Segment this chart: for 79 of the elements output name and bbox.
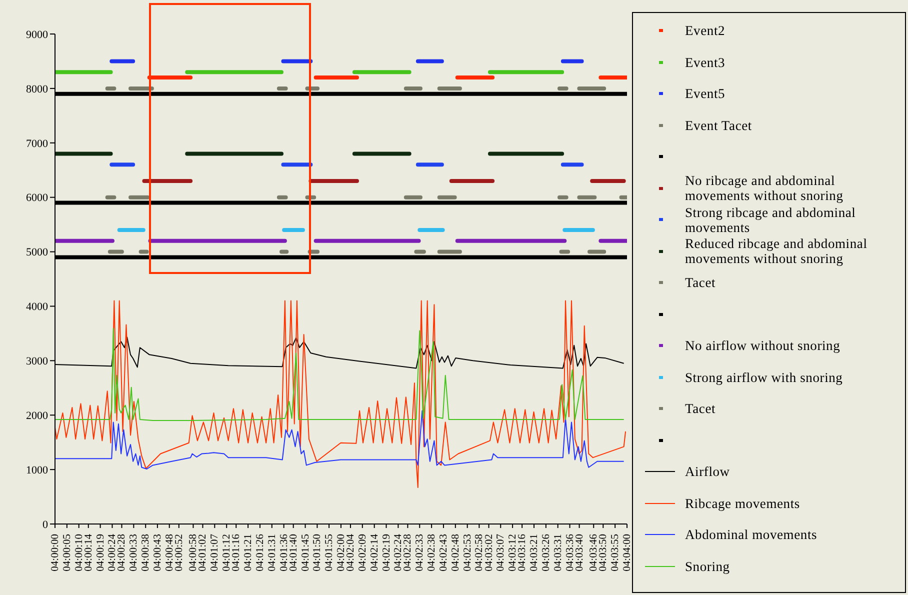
y-tick-label: 6000 <box>26 192 48 204</box>
x-tick-label: 04:03:36 <box>564 534 576 572</box>
line-series <box>55 328 624 422</box>
x-tick-label: 04:01:40 <box>288 534 300 572</box>
legend-label: Event3 <box>685 54 726 70</box>
x-tick-label: 04:00:14 <box>83 533 94 572</box>
x-tick-label: 04:02:58 <box>474 534 486 572</box>
x-tick-label: 04:00:33 <box>128 534 140 572</box>
x-tick-label: 04:00:52 <box>174 534 185 572</box>
y-tick-label: 9000 <box>26 28 48 41</box>
x-tick-label: 04:00:05 <box>62 534 73 572</box>
x-tick-label: 04:02:14 <box>369 533 380 572</box>
x-tick-label: 04:01:31 <box>266 534 278 572</box>
legend-label: No ribcage and abdominal movements without snoring <box>685 173 844 204</box>
x-tick-label: 04:02:28 <box>402 534 414 572</box>
y-tick-label: 1000 <box>26 464 48 476</box>
x-tick-label: 04:04:00 <box>622 534 633 572</box>
x-tick-label: 04:03:02 <box>484 534 495 572</box>
x-tick-label: 04:02:09 <box>357 534 368 572</box>
x-tick-label: 04:03:21 <box>528 534 540 572</box>
x-tick-label: 04:00:58 <box>188 534 200 572</box>
x-tick-label: 04:03:40 <box>574 534 586 572</box>
x-tick-label: 04:01:36 <box>278 534 290 572</box>
x-tick-label: 04:03:31 <box>552 534 564 572</box>
x-tick-label: 04:01:02 <box>198 534 209 572</box>
x-tick-label: 04:03:46 <box>588 534 600 572</box>
legend-label: Tacet <box>685 275 716 290</box>
y-tick-label: 8000 <box>26 83 48 96</box>
x-tick-label: 04:03:16 <box>517 534 528 572</box>
x-tick-label: 04:02:53 <box>462 534 474 572</box>
x-tick-label: 04:02:33 <box>414 534 426 572</box>
x-tick-label: 04:01:21 <box>243 534 254 572</box>
legend-label: Strong ribcage and abdominal movements <box>685 204 857 235</box>
y-tick-label: 0 <box>42 518 48 531</box>
legend-label: Airflow <box>685 464 730 480</box>
x-tick-label: 04:00:28 <box>116 534 128 572</box>
legend-label: Tacet <box>685 401 716 416</box>
x-tick-label: 04:03:26 <box>540 534 552 572</box>
x-tick-label: 04:00:24 <box>107 533 118 572</box>
legend-label: Abdominal movements <box>685 527 818 542</box>
y-tick-label: 7000 <box>26 138 48 150</box>
x-tick-label: 04:02:38 <box>426 534 438 572</box>
y-tick-label: 3000 <box>26 356 48 368</box>
x-tick-label: 04:01:12 <box>222 534 233 572</box>
x-tick-label: 04:00:48 <box>164 534 176 572</box>
x-tick-label: 04:01:45 <box>300 534 312 572</box>
x-tick-label: 04:01:50 <box>312 534 324 572</box>
legend-label: Strong airflow with snoring <box>685 370 843 385</box>
legend-label: Event Tacet <box>685 118 752 133</box>
x-tick-label: 04:02:43 <box>438 534 450 572</box>
legend-label: Event5 <box>685 86 726 102</box>
x-tick-label: 04:02:24 <box>393 533 404 572</box>
legend-label: Snoring <box>685 558 730 574</box>
x-tick-label: 04:00:10 <box>74 534 85 572</box>
x-tick-label: 04:03:07 <box>496 534 507 572</box>
x-tick-label: 04:00:00 <box>50 534 61 572</box>
x-tick-label: 04:02:19 <box>381 534 392 572</box>
x-tick-label: 04:02:04 <box>345 533 356 572</box>
line-series <box>55 300 626 488</box>
x-tick-label: 04:03:55 <box>610 534 622 572</box>
y-tick-label: 4000 <box>26 301 48 314</box>
x-tick-label: 04:02:48 <box>450 534 462 572</box>
x-tick-label: 04:01:16 <box>231 534 242 572</box>
legend-label: Event2 <box>685 23 726 38</box>
legend-label: No airflow without snoring <box>685 338 840 354</box>
x-tick-label: 04:02:00 <box>336 534 347 572</box>
y-tick-label: 2000 <box>26 410 48 422</box>
x-tick-label: 04:01:07 <box>210 534 221 572</box>
x-tick-label: 04:01:26 <box>254 534 266 572</box>
x-tick-label: 04:00:43 <box>152 534 164 572</box>
y-tick-label: 5000 <box>26 246 48 259</box>
line-series <box>55 410 624 470</box>
legend-label: Ribcage movements <box>685 496 800 511</box>
legend-label: Reduced ribcage and abdominal movements without snoring <box>685 236 868 266</box>
x-tick-label: 04:00:19 <box>95 534 106 572</box>
x-tick-label: 04:03:12 <box>508 534 519 572</box>
x-tick-label: 04:00:38 <box>140 534 152 572</box>
x-tick-label: 04:01:55 <box>324 534 336 572</box>
x-tick-label: 04:03:50 <box>598 534 610 572</box>
